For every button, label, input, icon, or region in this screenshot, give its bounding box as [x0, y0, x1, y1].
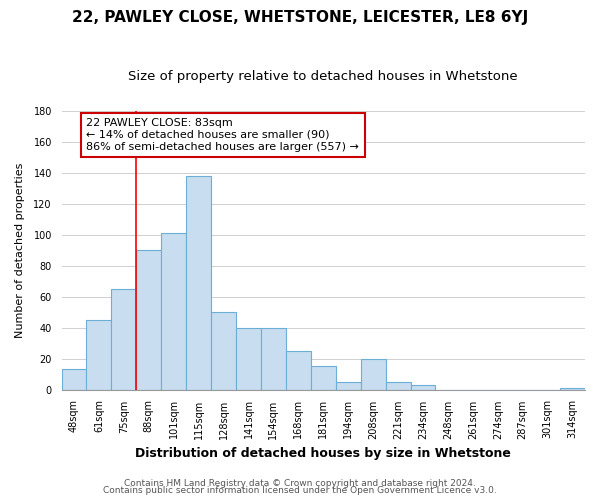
Text: 22 PAWLEY CLOSE: 83sqm
← 14% of detached houses are smaller (90)
86% of semi-det: 22 PAWLEY CLOSE: 83sqm ← 14% of detached… [86, 118, 359, 152]
Bar [261, 328, 286, 390]
Bar [86, 320, 112, 390]
Bar [136, 250, 161, 390]
Bar [410, 385, 436, 390]
Text: Contains public sector information licensed under the Open Government Licence v3: Contains public sector information licen… [103, 486, 497, 495]
Text: Contains HM Land Registry data © Crown copyright and database right 2024.: Contains HM Land Registry data © Crown c… [124, 478, 476, 488]
Bar [386, 382, 410, 390]
Bar [311, 366, 336, 390]
Bar [186, 176, 211, 390]
Bar [286, 351, 311, 390]
Bar [560, 388, 585, 390]
Y-axis label: Number of detached properties: Number of detached properties [15, 162, 25, 338]
Bar [211, 312, 236, 390]
Text: 22, PAWLEY CLOSE, WHETSTONE, LEICESTER, LE8 6YJ: 22, PAWLEY CLOSE, WHETSTONE, LEICESTER, … [72, 10, 528, 25]
Bar [336, 382, 361, 390]
Bar [112, 289, 136, 390]
Bar [161, 233, 186, 390]
Title: Size of property relative to detached houses in Whetstone: Size of property relative to detached ho… [128, 70, 518, 83]
Bar [62, 370, 86, 390]
X-axis label: Distribution of detached houses by size in Whetstone: Distribution of detached houses by size … [136, 447, 511, 460]
Bar [236, 328, 261, 390]
Bar [361, 358, 386, 390]
